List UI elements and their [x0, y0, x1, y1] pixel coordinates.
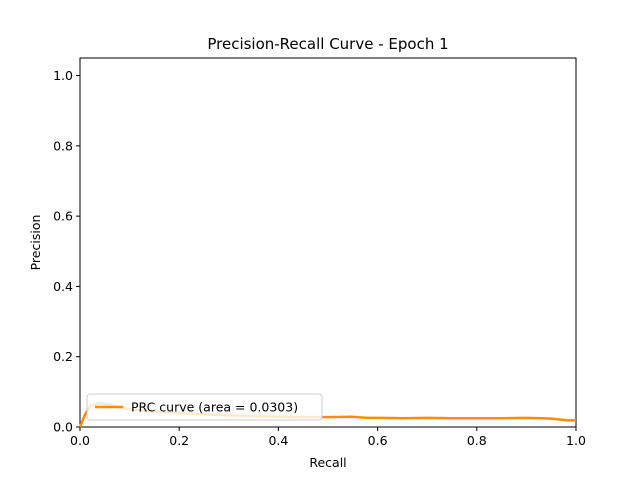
y-axis-label: Precision [28, 215, 43, 271]
x-tick-label: 0.0 [70, 433, 90, 448]
x-tick-label: 1.0 [566, 433, 586, 448]
y-tick-label: 0.6 [53, 209, 73, 224]
y-tick-label: 0.8 [53, 138, 73, 153]
y-tick-label: 0.4 [53, 279, 73, 294]
x-tick-label: 0.6 [368, 433, 388, 448]
x-axis: 0.0 0.2 0.4 0.6 0.8 1.0 [70, 427, 586, 448]
x-tick-label: 0.4 [268, 433, 288, 448]
y-tick-label: 1.0 [53, 68, 73, 83]
x-axis-label: Recall [309, 455, 346, 470]
y-axis: 0.0 0.2 0.4 0.6 0.8 1.0 [53, 68, 80, 435]
x-tick-label: 0.2 [169, 433, 189, 448]
x-tick-label: 0.8 [467, 433, 487, 448]
legend: PRC curve (area = 0.0303) [86, 393, 323, 421]
y-tick-label: 0.0 [53, 420, 73, 435]
chart-title: Precision-Recall Curve - Epoch 1 [207, 35, 448, 53]
plot-area [79, 57, 577, 428]
legend-label: PRC curve (area = 0.0303) [131, 400, 298, 415]
legend-box [86, 393, 323, 421]
y-tick-label: 0.2 [53, 349, 73, 364]
